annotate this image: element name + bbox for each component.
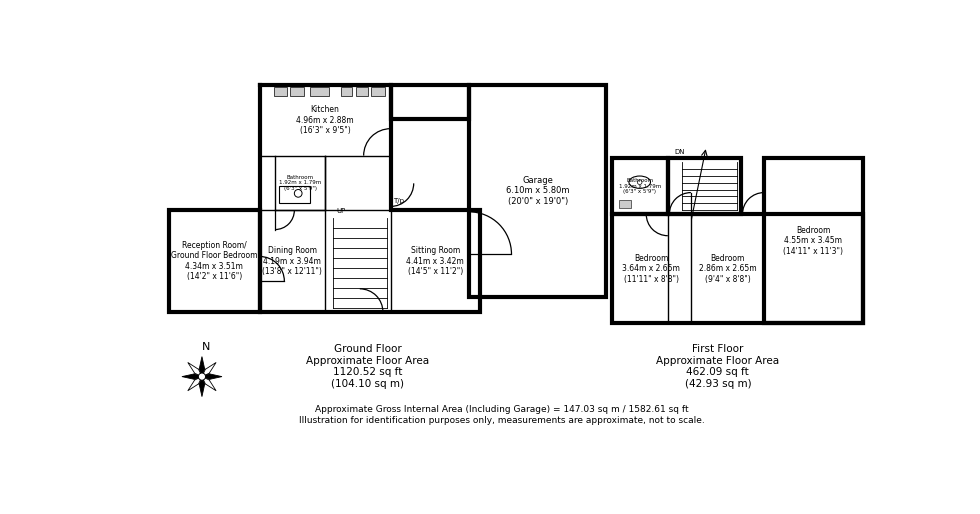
Bar	[612, 158, 667, 214]
Bar	[310, 87, 329, 96]
Bar	[356, 87, 368, 96]
Polygon shape	[188, 362, 202, 377]
Bar	[667, 158, 741, 214]
Text: Bedroom
3.64m x 2.65m
(11'11" x 8'8"): Bedroom 3.64m x 2.65m (11'11" x 8'8")	[622, 254, 680, 284]
Text: Bedroom
4.55m x 3.45m
(14'11" x 11'3"): Bedroom 4.55m x 3.45m (14'11" x 11'3")	[783, 226, 844, 255]
Text: N: N	[202, 342, 210, 352]
Polygon shape	[188, 377, 202, 391]
Text: Bedroom
2.86m x 2.65m
(9'4" x 8'8"): Bedroom 2.86m x 2.65m (9'4" x 8'8")	[699, 254, 757, 284]
Text: T/p: T/p	[393, 198, 404, 204]
Text: Dining Room
4.19m x 3.94m
(13'8" x 12'11"): Dining Room 4.19m x 3.94m (13'8" x 12'11…	[263, 246, 322, 276]
Bar	[273, 87, 287, 96]
Bar	[391, 85, 469, 119]
Text: Bathroom
1.92m x 1.79m
(6'3" x 5'9"): Bathroom 1.92m x 1.79m (6'3" x 5'9")	[279, 175, 321, 191]
Text: Sitting Room
4.41m x 3.42m
(14'5" x 11'2"): Sitting Room 4.41m x 3.42m (14'5" x 11'2…	[407, 246, 465, 276]
Bar	[619, 200, 631, 208]
Bar	[764, 158, 862, 323]
Bar	[290, 87, 304, 96]
Bar	[341, 87, 352, 96]
Polygon shape	[202, 374, 221, 379]
Polygon shape	[199, 357, 205, 377]
Circle shape	[198, 373, 206, 380]
Bar	[612, 214, 862, 323]
Bar	[612, 214, 862, 323]
Bar	[391, 85, 469, 119]
Circle shape	[193, 368, 211, 385]
Bar	[469, 85, 607, 297]
Text: Illustration for identification purposes only, measurements are approximate, not: Illustration for identification purposes…	[299, 416, 706, 425]
Bar	[279, 186, 310, 203]
Bar	[764, 158, 862, 323]
Polygon shape	[182, 374, 202, 379]
Polygon shape	[202, 362, 217, 377]
Text: First Floor
Approximate Floor Area
462.09 sq ft
(42.93 sq m): First Floor Approximate Floor Area 462.0…	[657, 344, 779, 389]
Bar	[371, 87, 385, 96]
Bar	[469, 85, 607, 297]
Text: Garage
6.10m x 5.80m
(20'0" x 19'0"): Garage 6.10m x 5.80m (20'0" x 19'0")	[506, 176, 569, 206]
Bar	[667, 158, 741, 214]
Bar	[612, 158, 667, 214]
Text: Bathroom
1.92m x 1.79m
(6'3" x 5'9"): Bathroom 1.92m x 1.79m (6'3" x 5'9")	[618, 178, 661, 194]
Polygon shape	[199, 377, 205, 397]
Polygon shape	[169, 85, 480, 312]
Text: Approximate Gross Internal Area (Including Garage) = 147.03 sq m / 1582.61 sq ft: Approximate Gross Internal Area (Includi…	[316, 405, 689, 414]
Text: Ground Floor
Approximate Floor Area
1120.52 sq ft
(104.10 sq m): Ground Floor Approximate Floor Area 1120…	[306, 344, 429, 389]
Text: Reception Room/
Ground Floor Bedroom
4.34m x 3.51m
(14'2" x 11'6"): Reception Room/ Ground Floor Bedroom 4.3…	[172, 241, 258, 281]
Polygon shape	[202, 377, 217, 391]
Text: Kitchen
4.96m x 2.88m
(16'3" x 9'5"): Kitchen 4.96m x 2.88m (16'3" x 9'5")	[296, 105, 354, 135]
Text: UP: UP	[336, 208, 345, 214]
Text: DN: DN	[674, 149, 684, 155]
